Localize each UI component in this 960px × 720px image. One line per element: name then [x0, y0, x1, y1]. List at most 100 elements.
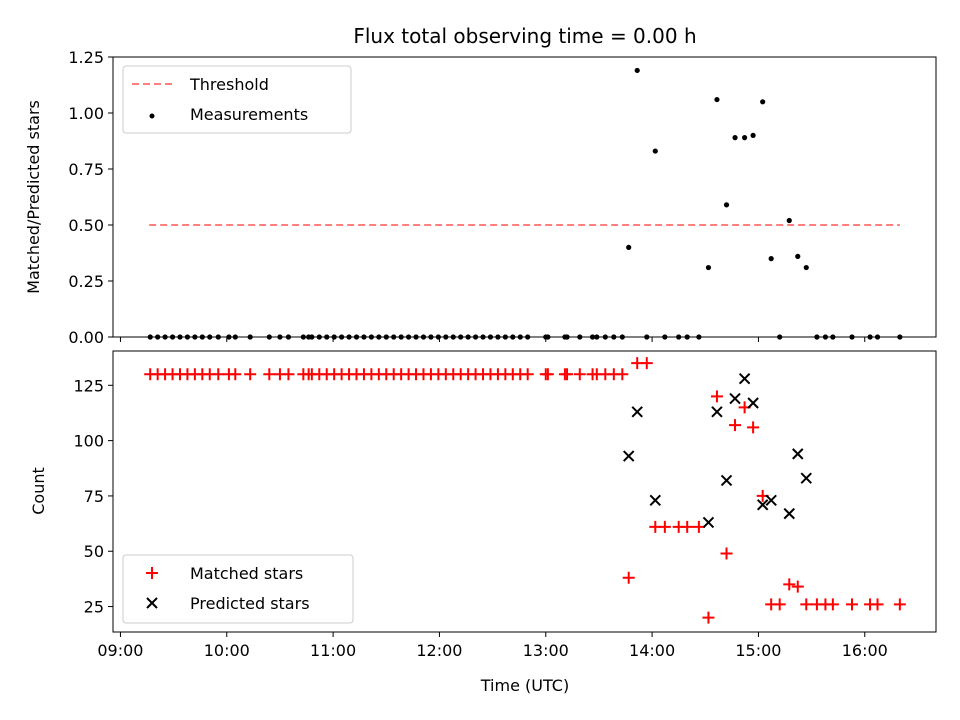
- bottom-legend: Matched stars Predicted stars: [122, 554, 354, 624]
- measurement-point: [619, 334, 625, 340]
- measurement-point: [795, 253, 801, 259]
- measurement-point: [577, 334, 583, 340]
- measurement-point: [874, 334, 881, 340]
- measurement-point: [786, 217, 792, 224]
- predicted-star-point: [729, 392, 741, 405]
- matched-star-point: [845, 598, 858, 611]
- predicted-star-point: [800, 472, 812, 484]
- measurements-series: [147, 67, 903, 340]
- predicted-star-point: [765, 494, 777, 507]
- matched-star-point: [747, 421, 760, 434]
- bottom-legend-box: [122, 554, 354, 624]
- matched-star-point: [212, 368, 225, 381]
- legend-predicted-swatch: [146, 597, 158, 609]
- top-legend: Threshold Measurements: [122, 65, 352, 134]
- legend-matched-label: Matched stars: [190, 564, 303, 583]
- measurement-point: [696, 334, 702, 340]
- measurement-point: [428, 334, 434, 340]
- bottom-y-tick-label: 25: [84, 598, 104, 617]
- measurement-point: [634, 67, 640, 74]
- x-tick-label: 16:00: [842, 641, 888, 660]
- legend-matched-swatch: [146, 567, 158, 579]
- measurement-point: [867, 334, 873, 340]
- bottom-x-axis: 09:00 10:00 11:00 12:00 13:00 14:00 15:00 16:00: [97, 632, 888, 660]
- top-y-tick-label: 0.00: [68, 328, 104, 347]
- top-panel-frame: [112, 56, 937, 338]
- x-tick-label: 11:00: [310, 641, 356, 660]
- predicted-star-point: [649, 494, 661, 507]
- bottom-y-axis-label: Count: [29, 467, 48, 515]
- matched-star-point: [521, 368, 534, 381]
- measurement-point: [177, 334, 183, 340]
- matched-star-point: [561, 368, 574, 381]
- measurement-point: [626, 244, 632, 250]
- x-tick-label: 12:00: [416, 641, 462, 660]
- top-y-axis: 0.00 0.25 0.50 0.75 1.00 1.25: [68, 48, 113, 347]
- measurement-point: [443, 334, 449, 340]
- matched-star-point: [282, 368, 295, 381]
- measurement-point: [564, 334, 570, 340]
- measurement-point: [510, 334, 516, 340]
- top-legend-box: [122, 65, 352, 134]
- measurement-point: [768, 256, 774, 262]
- measurement-point: [232, 334, 238, 340]
- legend-measurements-label: Measurements: [190, 105, 308, 124]
- measurement-point: [545, 334, 551, 340]
- measurement-point: [413, 334, 419, 340]
- matched-star-point: [263, 368, 276, 381]
- measurement-point: [487, 334, 494, 340]
- measurement-point: [331, 334, 337, 340]
- measurement-point: [732, 135, 738, 141]
- measurement-point: [300, 334, 306, 340]
- top-y-axis-label: Matched/Predicted stars: [24, 100, 43, 294]
- measurement-point: [750, 132, 756, 138]
- matched-star-point: [773, 598, 786, 611]
- measurement-point: [309, 334, 315, 340]
- measurement-point: [777, 334, 783, 340]
- measurement-point: [602, 334, 608, 340]
- predicted-star-point: [631, 406, 643, 418]
- legend-threshold-label: Threshold: [189, 75, 269, 94]
- predicted-star-point: [702, 516, 715, 529]
- measurement-point: [184, 334, 191, 340]
- matched-star-point: [826, 598, 839, 611]
- matched-star-point: [541, 368, 554, 381]
- measurement-point: [472, 334, 479, 340]
- bottom-y-tick-label: 75: [84, 487, 104, 506]
- measurement-point: [324, 334, 330, 340]
- bottom-y-tick-label: 125: [73, 376, 104, 395]
- measurement-point: [652, 148, 658, 154]
- matched-star-point: [791, 580, 804, 593]
- matched-star-point: [702, 611, 715, 624]
- measurement-point: [676, 334, 682, 340]
- measurement-point: [517, 334, 523, 340]
- x-tick-label: 14:00: [629, 641, 675, 660]
- measurement-point: [822, 334, 829, 340]
- measurement-point: [266, 334, 272, 340]
- predicted-star-point: [792, 448, 804, 460]
- measurement-point: [155, 334, 161, 340]
- measurement-point: [316, 334, 322, 340]
- measurement-point: [339, 334, 345, 340]
- predicted-star-point: [720, 474, 733, 487]
- matched-star-point: [658, 520, 671, 533]
- measurement-point: [897, 334, 903, 340]
- legend-measurements-swatch: [149, 113, 155, 119]
- measurement-point: [705, 264, 712, 271]
- measurement-point: [723, 202, 730, 208]
- predicted-star-point: [738, 372, 751, 385]
- measurement-point: [760, 99, 766, 105]
- measurement-point: [383, 334, 389, 340]
- measurement-point: [226, 334, 232, 340]
- measurement-point: [594, 334, 600, 340]
- measurement-point: [830, 334, 836, 340]
- measurement-point: [502, 334, 508, 340]
- predicted-star-point: [747, 397, 759, 409]
- measurement-point: [611, 334, 617, 340]
- bottom-panel-frame: [112, 350, 937, 633]
- top-panel: 0.00 0.25 0.50 0.75 1.00 1.25 Matched/Predict…: [24, 48, 937, 347]
- predicted-star-point: [783, 507, 795, 520]
- measurement-point: [684, 334, 690, 340]
- matched-star-point: [229, 368, 242, 381]
- measurement-point: [169, 334, 176, 340]
